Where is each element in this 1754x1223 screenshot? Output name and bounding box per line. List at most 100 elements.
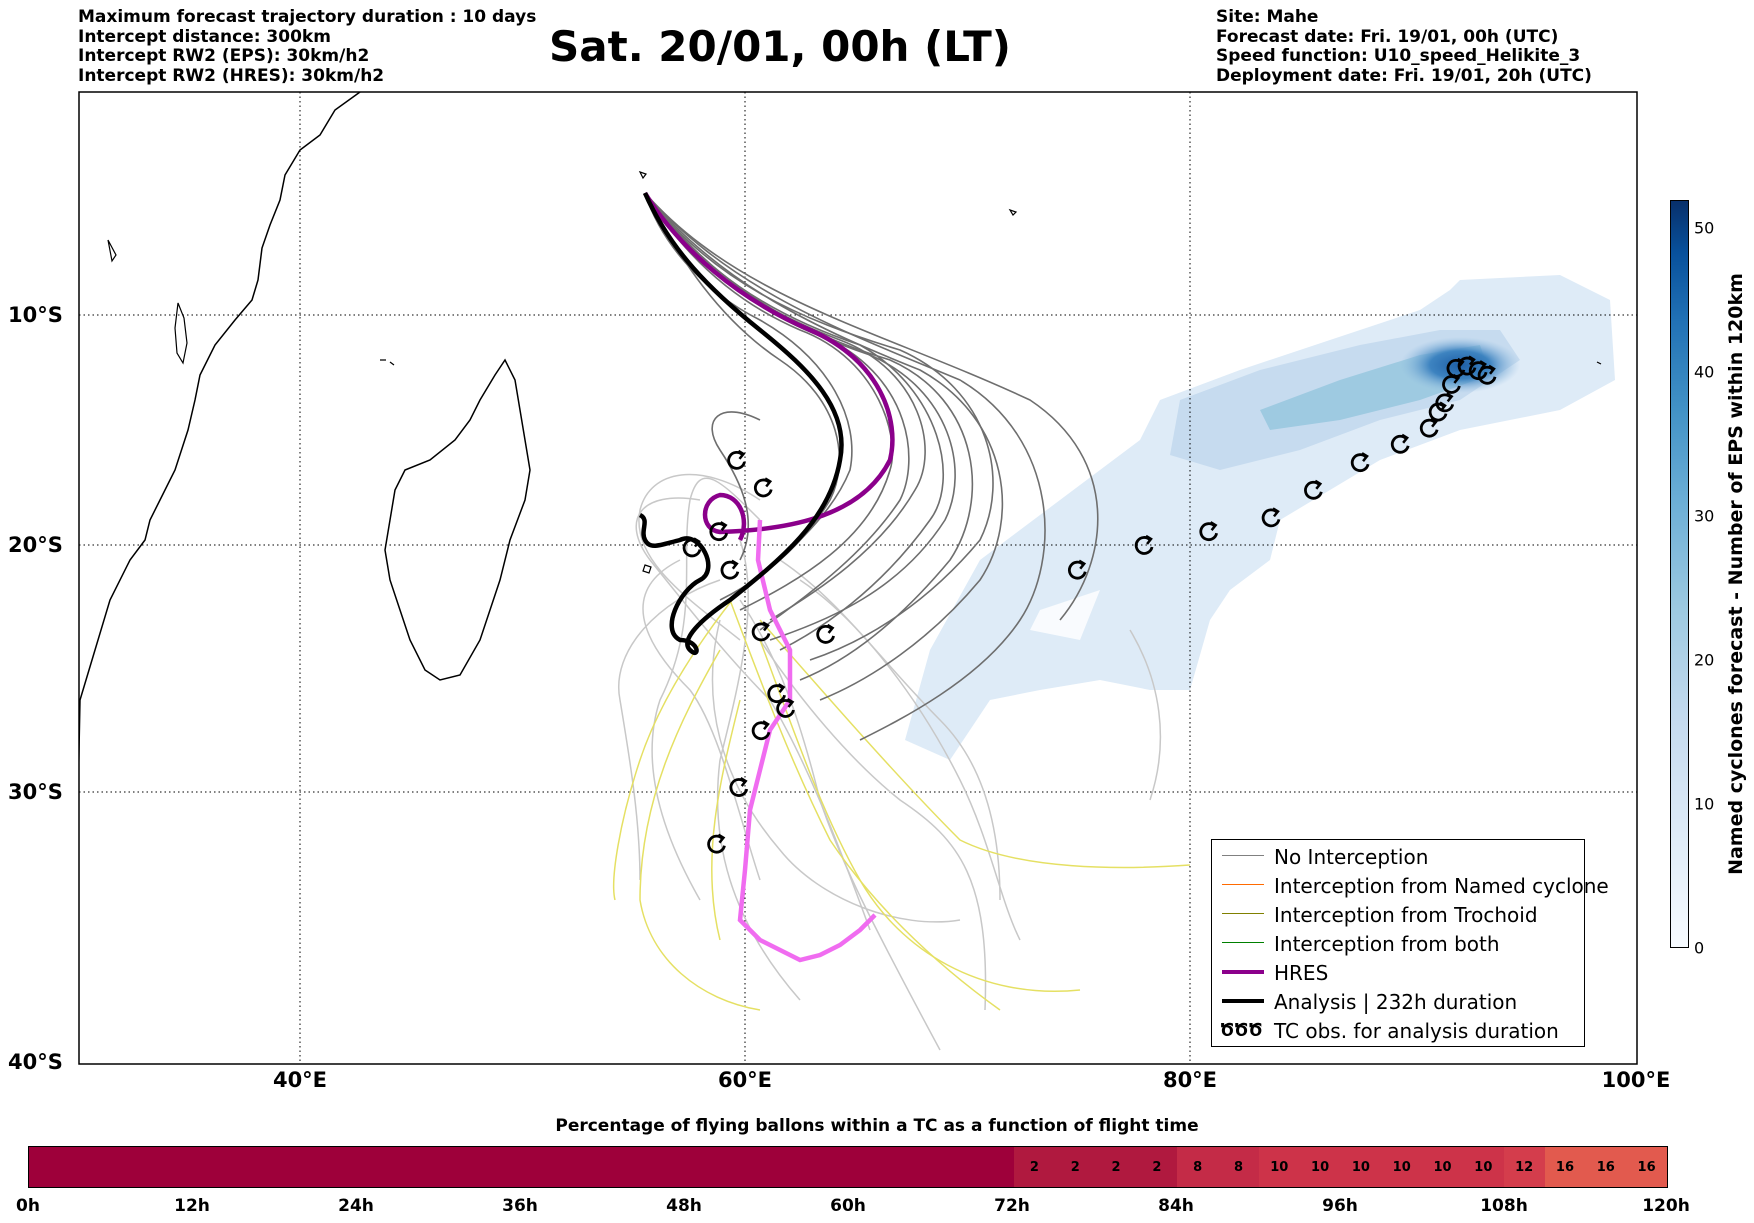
legend-item-no-interception: No Interception xyxy=(1212,844,1584,870)
flight-time-tick: 60h xyxy=(830,1196,866,1216)
tc-observation-marker xyxy=(707,833,726,854)
tc-observation-marker xyxy=(1435,392,1455,413)
legend-item-hres: HRES xyxy=(1212,960,1584,986)
map-title: Sat. 20/01, 00h (LT) xyxy=(549,22,1011,71)
flight-time-segment: 10 xyxy=(1422,1147,1463,1187)
tc-observation-marker xyxy=(729,776,749,797)
flight-time-tick: 48h xyxy=(666,1196,702,1216)
tc-observation-marker xyxy=(1477,364,1497,385)
flight-time-tick: 12h xyxy=(174,1196,210,1216)
flight-time-segment: 2 xyxy=(1095,1147,1137,1187)
tc-observation-marker xyxy=(1304,479,1323,500)
lon-label: 80°E xyxy=(1162,1068,1218,1092)
ensemble-tracks-main xyxy=(644,192,1099,741)
header-right-info: Site: Mahe Forecast date: Fri. 19/01, 00… xyxy=(1216,7,1592,86)
flight-time-segment: 16 xyxy=(1544,1147,1586,1187)
map-gridlines xyxy=(79,92,1637,1064)
colorbar-tick: 10 xyxy=(1694,794,1715,814)
flight-time-tick: 96h xyxy=(1322,1196,1358,1216)
ensemble-tracks-light xyxy=(618,473,1162,1051)
flight-time-segment: 10 xyxy=(1299,1147,1341,1187)
magenta-track xyxy=(737,519,877,963)
flight-time-segment: 16 xyxy=(1626,1147,1667,1187)
flight-time-tick: 36h xyxy=(502,1196,538,1216)
flight-time-segments: 2 2 2 2 8 8 10 10 10 10 10 10 12 16 16 16 xyxy=(1014,1147,1667,1187)
legend-line-swatch xyxy=(1222,855,1264,856)
tc-observation-marker xyxy=(1428,401,1448,422)
header-right-line: Speed function: U10_speed_Helikite_3 xyxy=(1216,46,1581,66)
flight-time-segment-base xyxy=(29,1147,1014,1187)
islands xyxy=(107,170,1602,574)
flight-time-segment: 8 xyxy=(1177,1147,1219,1187)
tc-observation-marker xyxy=(1390,433,1410,454)
flight-time-segment: 2 xyxy=(1014,1147,1055,1187)
legend-label: Interception from Named cyclone xyxy=(1274,874,1609,898)
tc-observation-marker xyxy=(1199,521,1218,542)
colorbar-tick: 40 xyxy=(1694,362,1715,382)
lat-label: 40°S xyxy=(8,1050,63,1074)
flight-time-bar-title: Percentage of flying ballons within a TC… xyxy=(555,1116,1199,1136)
tc-symbol-icon: ԾԾԾ xyxy=(1220,1020,1263,1041)
tc-observation-marker xyxy=(751,621,771,642)
tc-observation-marker xyxy=(1457,355,1477,376)
legend-line-swatch xyxy=(1222,942,1264,943)
lon-label: 40°E xyxy=(272,1068,328,1092)
header-right-line: Deployment date: Fri. 19/01, 20h (UTC) xyxy=(1216,65,1592,86)
flight-time-tick: 84h xyxy=(1158,1196,1194,1216)
lat-label: 20°S xyxy=(8,533,63,557)
flight-time-segment: 16 xyxy=(1585,1147,1627,1187)
colorbar-tick: 0 xyxy=(1694,938,1705,958)
colorbar-tick: 50 xyxy=(1694,218,1715,238)
legend-label: HRES xyxy=(1274,961,1329,985)
flight-time-tick: 0h xyxy=(16,1196,40,1216)
tc-observation-marker xyxy=(727,449,746,470)
flight-time-tick: 24h xyxy=(338,1196,374,1216)
legend-item-trochoid: Interception from Trochoid xyxy=(1212,902,1584,928)
tc-observations xyxy=(682,355,1497,854)
flight-time-tick: 72h xyxy=(994,1196,1030,1216)
legend-line-swatch xyxy=(1222,970,1264,974)
lon-label: 60°E xyxy=(717,1068,773,1092)
header-left-line: Maximum forecast trajectory duration : 1… xyxy=(78,7,537,27)
analysis-track xyxy=(638,192,844,655)
header-right-line: Forecast date: Fri. 19/01, 00h (UTC) xyxy=(1216,26,1559,47)
flight-time-segment: 10 xyxy=(1340,1147,1382,1187)
header-left-line: Intercept RW2 (EPS): 30km/h2 xyxy=(78,46,370,66)
header-right-line: Site: Mahe xyxy=(1216,7,1319,27)
colorbar-label: Named cyclones forecast - Number of EPS … xyxy=(1725,273,1747,875)
flight-time-segment: 2 xyxy=(1054,1147,1096,1187)
legend-item-named-cyclone: Interception from Named cyclone xyxy=(1212,873,1609,899)
header-left-info: Maximum forecast trajectory duration : 1… xyxy=(78,7,537,86)
cyclone-density-shading xyxy=(905,275,1615,760)
colorbar-tick: 30 xyxy=(1694,506,1715,526)
flight-time-segment: 12 xyxy=(1503,1147,1545,1187)
legend-line-swatch xyxy=(1222,913,1264,914)
tc-observation-marker xyxy=(754,477,773,498)
tc-observation-marker xyxy=(751,720,771,741)
flight-time-bar: 2 2 2 2 8 8 10 10 10 10 10 10 12 16 16 16 xyxy=(28,1146,1668,1188)
legend-item-both: Interception from both xyxy=(1212,931,1584,957)
flight-time-tick: 108h xyxy=(1480,1196,1528,1216)
map-frame xyxy=(78,91,1638,1065)
tc-observation-marker xyxy=(1068,559,1087,580)
header-left-line: Intercept distance: 300km xyxy=(78,26,331,47)
legend-item-analysis: Analysis | 232h duration xyxy=(1212,989,1584,1015)
africa-coastline xyxy=(79,92,361,788)
legend-item-tc-obs: ԾԾԾ TC obs. for analysis duration xyxy=(1212,1018,1584,1044)
legend-label: No Interception xyxy=(1274,845,1429,869)
lat-label: 10°S xyxy=(8,303,63,327)
tc-observation-marker xyxy=(816,623,835,644)
legend-label: Interception from both xyxy=(1274,932,1500,956)
legend-line-swatch xyxy=(1222,999,1264,1003)
header-left-line: Intercept RW2 (HRES): 30km/h2 xyxy=(78,65,385,86)
colorbar-tick: 20 xyxy=(1694,650,1715,670)
legend-label: TC obs. for analysis duration xyxy=(1274,1019,1559,1043)
madagascar-coastline xyxy=(384,358,531,681)
lon-label: 100°E xyxy=(1601,1068,1671,1092)
tc-observation-marker xyxy=(1261,507,1281,528)
tc-observation-marker xyxy=(1350,452,1370,473)
legend-label: Analysis | 232h duration xyxy=(1274,990,1518,1014)
hres-track xyxy=(643,191,895,542)
flight-time-segment: 10 xyxy=(1381,1147,1423,1187)
tc-observation-marker xyxy=(709,521,729,542)
